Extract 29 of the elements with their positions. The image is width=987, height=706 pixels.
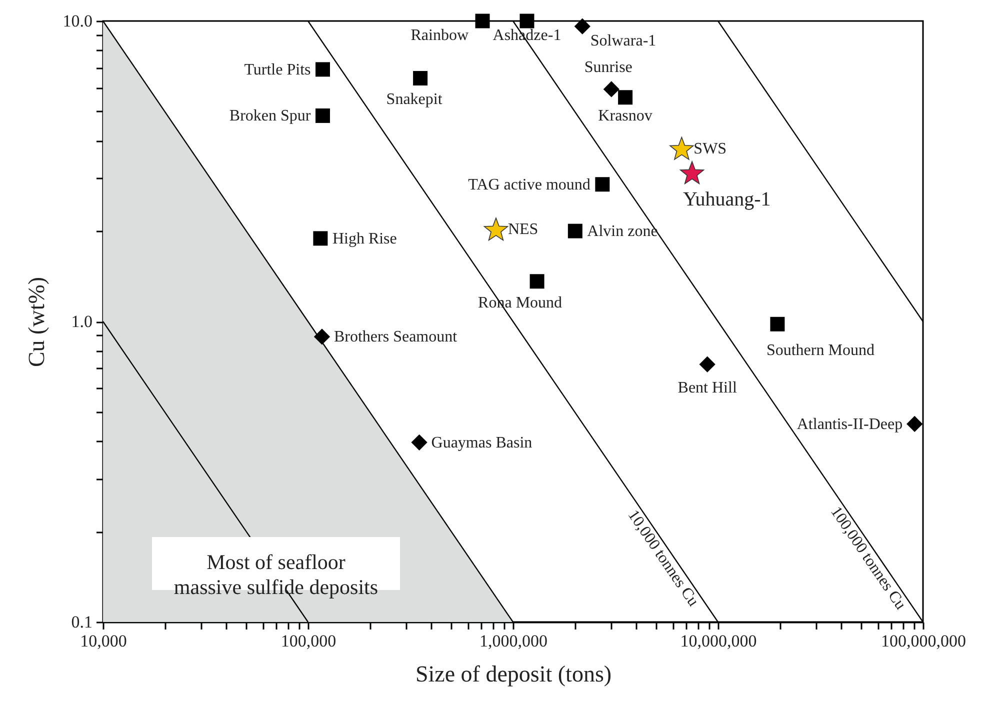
series-label: Sunrise <box>584 59 632 76</box>
series-label: SWS <box>694 140 727 158</box>
x-tick-label: 1,000,000 <box>480 632 548 650</box>
series-label: Rainbow <box>410 27 469 44</box>
x-tick-label: 100,000 <box>280 632 336 650</box>
y-axis-title: Cu (wt%) <box>24 276 49 368</box>
x-axis-title: Size of deposit (tons) <box>415 662 612 686</box>
series-label: NES <box>508 221 538 238</box>
series-label: Bent Hill <box>678 379 738 396</box>
x-tick-label: 10,000 <box>80 632 127 650</box>
series-label: Broken Spur <box>229 108 312 125</box>
series-label: Snakepit <box>386 91 443 108</box>
series-label: Brothers Seamount <box>334 328 458 346</box>
series-label: Yuhuang-1 <box>683 188 771 211</box>
series-label: Southern Mound <box>766 342 874 360</box>
series-label: Solwara-1 <box>590 32 656 50</box>
series-label: Guaymas Basin <box>431 434 532 452</box>
series-label: TAG active mound <box>468 176 590 194</box>
y-tick-label: 0.1 <box>71 612 92 632</box>
series-label: Krasnov <box>598 107 652 124</box>
series-label: Alvin zone <box>587 223 658 240</box>
series-label: Turtle Pits <box>244 61 311 78</box>
series-label: High Rise <box>332 230 397 248</box>
series-label: Atlantis-II-Deep <box>796 416 903 433</box>
x-tick-label: 100,000,000 <box>881 632 966 650</box>
x-tick-label: 10,000,000 <box>680 632 757 650</box>
y-tick-label: 10.0 <box>62 12 92 30</box>
y-tick-label: 1.0 <box>71 312 92 331</box>
annotation: Most of seafloor massive sulfide deposits <box>174 550 378 599</box>
